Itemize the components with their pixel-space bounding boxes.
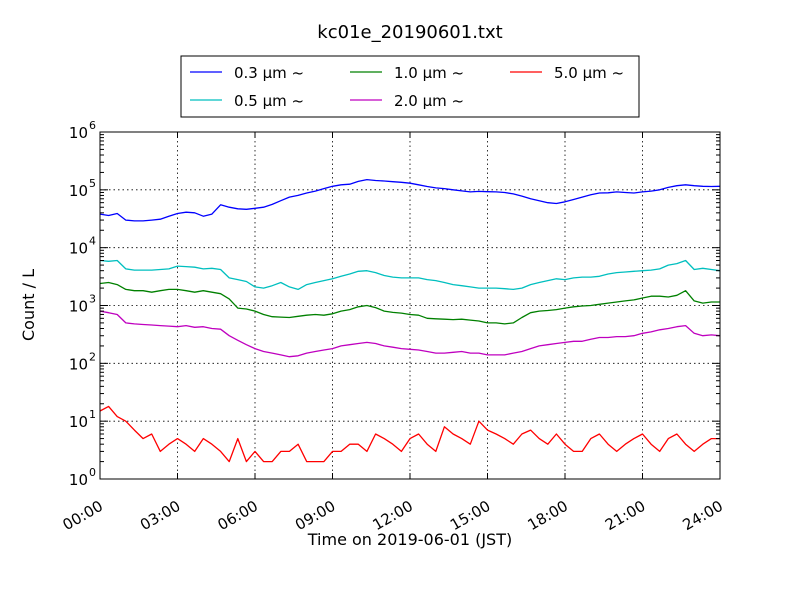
legend-items: 0.3 μm ~ 0.5 μm ~ 1.0 μm ~ 2.0 μm ~ 5.0 μm ~ — [190, 64, 624, 110]
y-tick-exp: 3 — [89, 293, 96, 306]
legend-entry: 1.0 μm ~ — [350, 64, 464, 82]
series-line-4 — [99, 310, 721, 358]
legend-entry: 5.0 μm ~ — [510, 64, 624, 82]
legend-label: 0.5 μm ~ — [234, 92, 304, 110]
y-tick-base: 10 — [69, 355, 88, 373]
y-tick-label: 10 0 — [69, 466, 96, 489]
legend-entry: 0.5 μm ~ — [190, 92, 304, 110]
y-tick-label: 10 5 — [69, 177, 96, 200]
y-tick-label: 10 1 — [69, 408, 96, 431]
chart-title: kc01e_20190601.txt — [317, 22, 502, 43]
y-tick-exp: 4 — [89, 235, 96, 248]
legend-box — [180, 55, 640, 118]
legend-label: 2.0 μm ~ — [394, 92, 464, 110]
legend-label: 0.3 μm ~ — [234, 64, 304, 82]
legend-entry: 0.3 μm ~ — [190, 64, 304, 82]
y-tick-label: 10 6 — [69, 119, 96, 142]
y-tick-base: 10 — [69, 471, 88, 489]
series-line-5 — [99, 405, 720, 463]
y-tick-label: 10 4 — [69, 235, 96, 258]
y-tick-exp: 1 — [89, 408, 96, 421]
legend-entry: 2.0 μm ~ — [350, 92, 464, 110]
legend: 0.3 μm ~ 0.5 μm ~ 1.0 μm ~ 2.0 μm ~ 5.0 μm ~ — [180, 55, 640, 118]
y-tick-exp: 6 — [89, 119, 96, 132]
series-line-3 — [99, 281, 720, 325]
y-tick-exp: 0 — [89, 466, 96, 479]
y-tick-exp: 2 — [89, 350, 96, 363]
series-line-1 — [99, 178, 721, 222]
x-axis-label: Time on 2019-06-01 (JST) — [307, 530, 512, 549]
y-tick-label: 10 3 — [69, 293, 96, 316]
series-line-2 — [99, 259, 721, 291]
y-tick-exp: 5 — [89, 177, 96, 190]
y-tick-base: 10 — [69, 182, 88, 200]
y-tick-label: 10 2 — [69, 350, 96, 373]
y-tick-base: 10 — [69, 124, 88, 142]
legend-label: 5.0 μm ~ — [554, 64, 624, 82]
series-layer — [99, 178, 721, 463]
y-tick-base: 10 — [69, 413, 88, 431]
ticks-layer — [99, 131, 721, 480]
y-tick-base: 10 — [69, 240, 88, 258]
y-tick-base: 10 — [69, 298, 88, 316]
y-axis-label: Count / L — [19, 269, 38, 341]
legend-label: 1.0 μm ~ — [394, 64, 464, 82]
